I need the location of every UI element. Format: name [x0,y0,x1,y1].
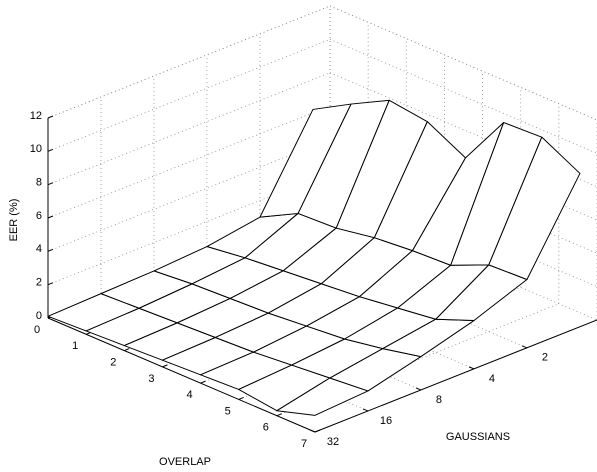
tick-mark [309,429,316,433]
grid-line [329,5,597,121]
x-tick-label: 1 [72,340,78,352]
tick-mark [238,396,244,400]
x-tick-label: 4 [187,389,193,401]
grid-line [47,105,331,219]
grid-line [47,5,331,119]
grid-line [276,303,560,417]
z-tick-label: 6 [36,210,42,222]
y-tick-label: 16 [380,415,392,427]
tick-mark [362,408,369,412]
y-tick-label: 4 [489,373,495,385]
tick-mark [47,148,54,152]
tick-mark [47,282,54,286]
x-tick-label: 2 [110,356,116,368]
grid-line [47,138,331,252]
z-tick-label: 0 [36,310,42,322]
x-tick-label: 3 [148,373,154,385]
x-tick-label: 7 [301,438,307,450]
x-tick-label: 6 [263,422,269,434]
z-tick-label: 4 [36,243,42,255]
tick-mark [124,348,130,352]
tick-mark [521,345,528,349]
tick-mark [47,115,54,119]
grid-line [47,5,331,119]
y-tick-label: 2 [542,352,548,364]
tick-mark [200,380,206,384]
y-tick-label: 32 [327,436,339,448]
tick-mark [415,387,422,391]
x-axis [47,317,316,433]
z-tick-label: 10 [30,143,42,155]
y-tick-label: 8 [436,394,442,406]
grid-line [47,38,331,152]
grid-line [47,72,331,186]
grid-line [259,233,528,349]
x-axis-label: OVERLAP [159,456,211,468]
tick-mark [468,366,475,370]
grid-line [329,72,597,188]
z-tick-label: 12 [30,110,42,122]
tick-mark [47,215,54,219]
z-axis-label: EER (%) [8,199,20,242]
tick-mark [314,429,321,433]
x-tick-label: 5 [225,405,231,417]
grid-line [329,38,597,154]
z-tick-label: 8 [36,177,42,189]
tick-mark [47,248,54,252]
tick-mark [276,413,283,417]
y-axis [314,319,597,433]
x-tick-label: 0 [34,324,40,336]
y-axis-label: GAUSSIANS [446,431,510,443]
surface-patch [488,136,581,280]
tick-mark [162,364,168,368]
tick-mark [47,182,54,186]
z-tick-label: 2 [36,277,42,289]
